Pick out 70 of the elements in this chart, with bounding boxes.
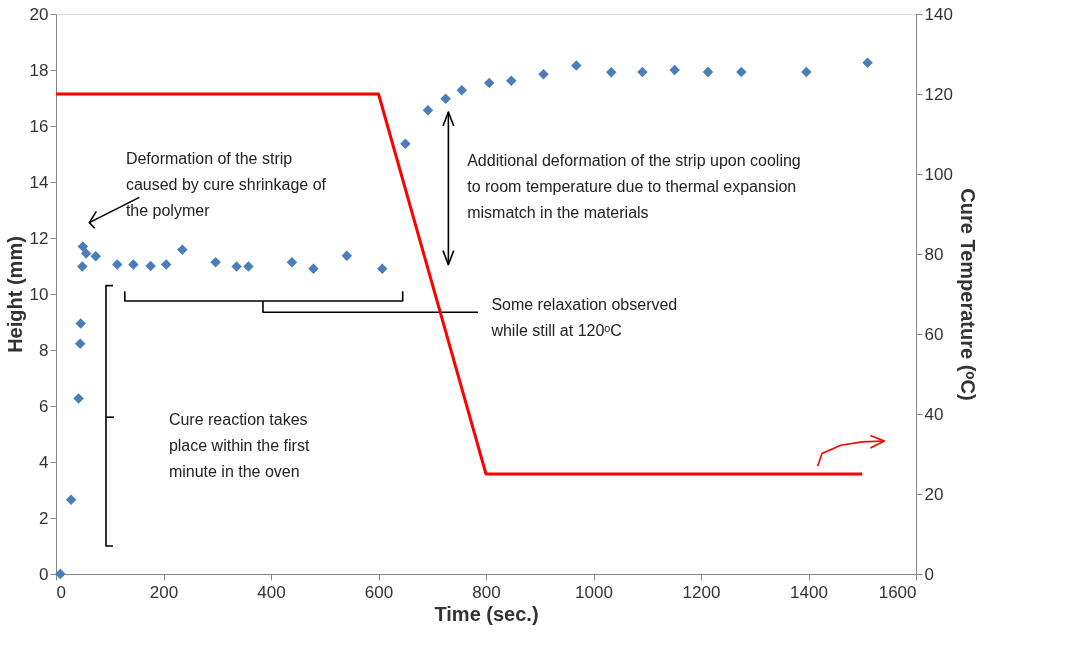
y2-tick-label: 120: [924, 84, 953, 104]
x-tick-label: 1400: [790, 582, 828, 602]
point: [75, 318, 86, 329]
point: [128, 259, 139, 270]
y2-tick-label: 40: [924, 404, 944, 424]
point: [80, 248, 92, 259]
point: [801, 66, 812, 78]
annotation: Deformation of the strip caused by cure shrinkage of the polymer: [125, 150, 327, 220]
y2-tick-label: 80: [924, 244, 944, 264]
annotation: Some relaxation observed while still at 120ᵒC: [490, 295, 678, 339]
point: [308, 263, 319, 275]
y-tick-label: 8: [39, 340, 49, 360]
point: [73, 393, 84, 404]
x-tick-label: 600: [364, 582, 394, 602]
point: [605, 67, 617, 78]
point: [243, 261, 254, 272]
point: [145, 260, 156, 272]
y2-axis-title: Cure Temperature (ᵒC): [956, 188, 979, 401]
y-tick-label: 4: [39, 452, 49, 472]
point: [90, 250, 102, 262]
point: [400, 138, 411, 149]
point: [341, 250, 353, 261]
x-tick-label: 0: [56, 582, 66, 602]
point: [74, 338, 86, 350]
y2-tick-label: 140: [924, 4, 953, 24]
y2-tick-label: 100: [924, 164, 953, 184]
y2-tick-label: 20: [924, 484, 944, 504]
point: [538, 68, 549, 80]
point: [377, 263, 388, 275]
annotation: Additional deformation of the strip upon cooling to room temperature due to thermal expansion mismatch in the materials: [467, 151, 801, 221]
annotation: Cure reaction takes place within the first minute in the oven: [168, 410, 310, 480]
x-tick-label: 1000: [575, 582, 613, 602]
y-tick-label: 2: [39, 508, 49, 528]
point: [736, 66, 747, 78]
point: [177, 244, 188, 255]
y-tick-label: 10: [29, 284, 49, 304]
point: [160, 259, 172, 270]
point: [506, 75, 517, 86]
y-tick-label: 0: [39, 564, 49, 584]
y-tick-label: 14: [29, 172, 49, 192]
point: [456, 84, 468, 96]
x-tick-label: 400: [257, 582, 286, 602]
point: [77, 261, 88, 272]
y2-tick-label: 60: [924, 324, 944, 344]
x-tick-label: 1200: [682, 582, 721, 602]
y2-tick-label: 0: [924, 564, 934, 584]
y-axis-title: Height (mm): [3, 236, 26, 353]
point: [669, 64, 680, 76]
point: [210, 257, 221, 268]
point: [77, 241, 89, 252]
y-tick-label: 6: [39, 396, 49, 416]
x-axis-title: Time (sec.): [434, 602, 539, 625]
x-tick-label: 200: [149, 582, 179, 602]
point: [862, 57, 873, 68]
point: [702, 66, 714, 78]
point: [637, 66, 648, 78]
point: [65, 494, 77, 506]
y-tick-label: 16: [29, 116, 49, 136]
y-tick-label: 20: [29, 4, 49, 24]
x-tick-label: 800: [472, 582, 501, 602]
point: [571, 60, 582, 71]
x-tick-label: 1600: [878, 582, 917, 602]
point: [440, 93, 451, 105]
point: [286, 257, 298, 268]
point: [483, 77, 495, 89]
point: [112, 259, 123, 270]
y-tick-label: 18: [29, 60, 49, 80]
point: [422, 105, 434, 116]
y-tick-label: 12: [29, 228, 49, 248]
point: [231, 261, 242, 272]
